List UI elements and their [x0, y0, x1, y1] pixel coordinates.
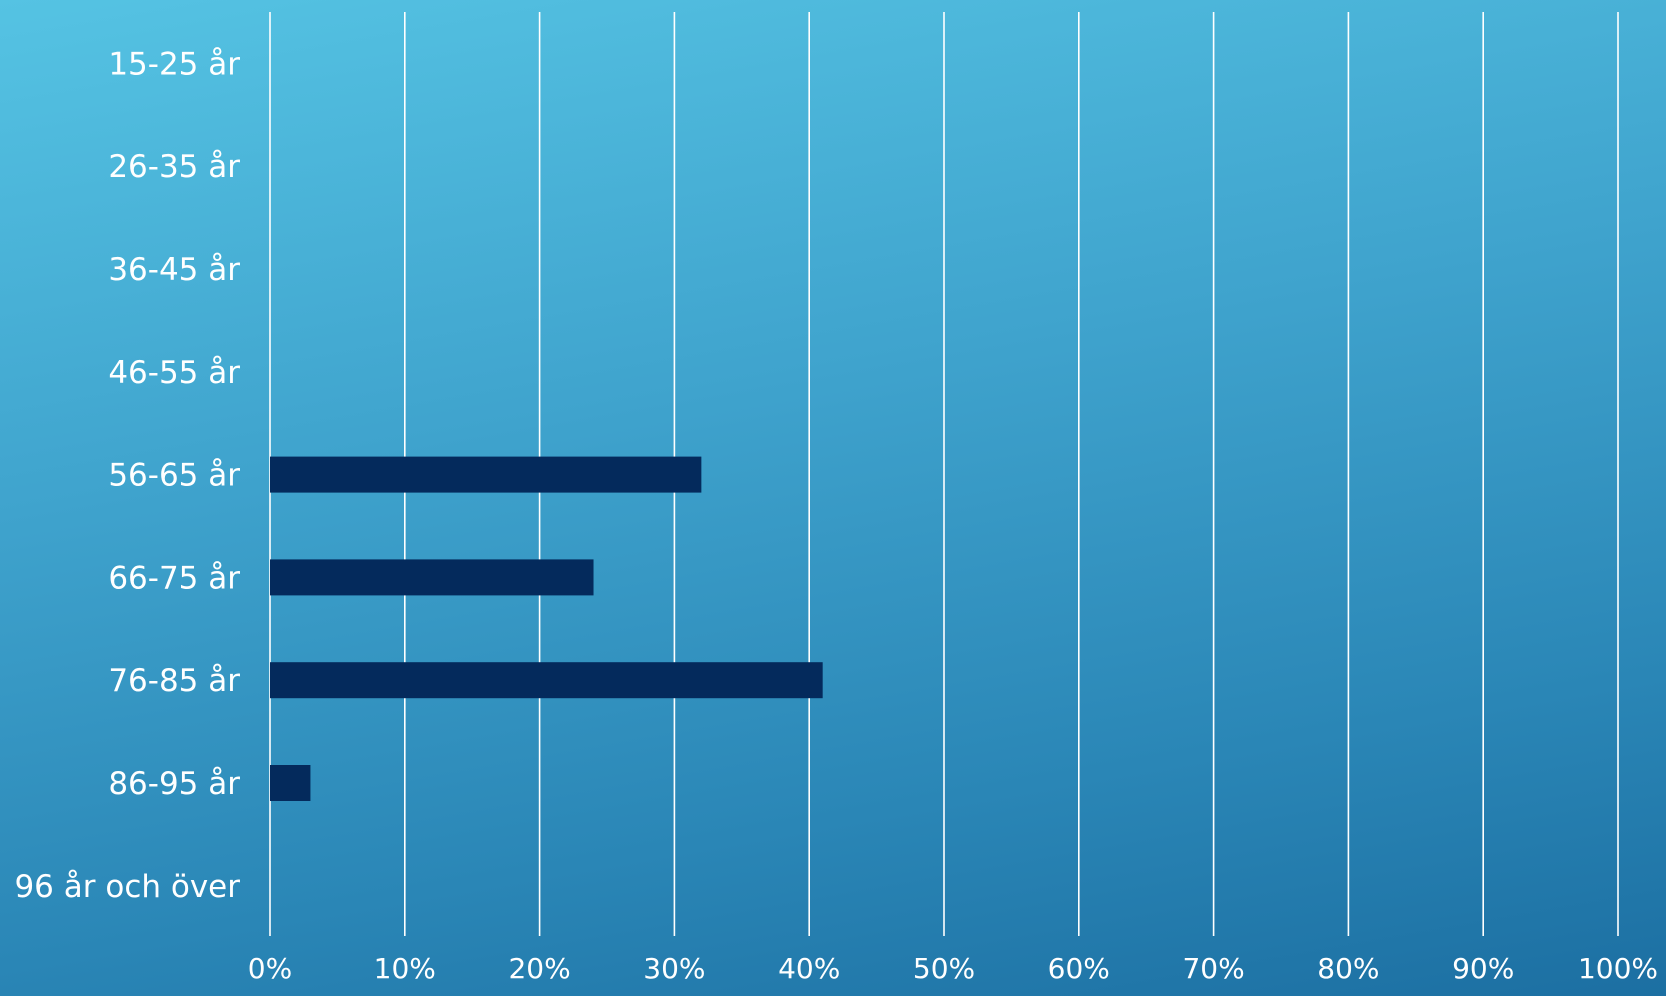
- bar-6: [270, 662, 823, 699]
- x-tick-label: 60%: [1048, 952, 1110, 985]
- category-label: 66-75 år: [108, 560, 240, 596]
- category-label: 56-65 år: [108, 458, 240, 494]
- x-tick-label: 90%: [1452, 952, 1514, 985]
- x-tick-label: 80%: [1317, 952, 1379, 985]
- category-label: 86-95 år: [108, 766, 240, 802]
- x-tick-label: 0%: [248, 952, 292, 985]
- x-tick-label: 100%: [1578, 952, 1658, 985]
- x-tick-label: 50%: [913, 952, 975, 985]
- bar-7: [270, 765, 311, 801]
- x-tick-label: 70%: [1182, 952, 1244, 985]
- x-tick-label: 40%: [778, 952, 840, 985]
- category-label: 76-85 år: [108, 663, 240, 699]
- category-label: 96 år och över: [14, 869, 240, 905]
- category-label: 15-25 år: [108, 46, 240, 82]
- bar-5: [270, 559, 594, 596]
- bar-4: [270, 456, 702, 493]
- category-label: 26-35 år: [108, 149, 240, 185]
- x-tick-label: 20%: [508, 952, 570, 985]
- x-tick-label: 30%: [643, 952, 705, 985]
- x-tick-label: 10%: [374, 952, 436, 985]
- category-label: 46-55 år: [108, 355, 240, 391]
- category-label: 36-45 år: [108, 252, 240, 288]
